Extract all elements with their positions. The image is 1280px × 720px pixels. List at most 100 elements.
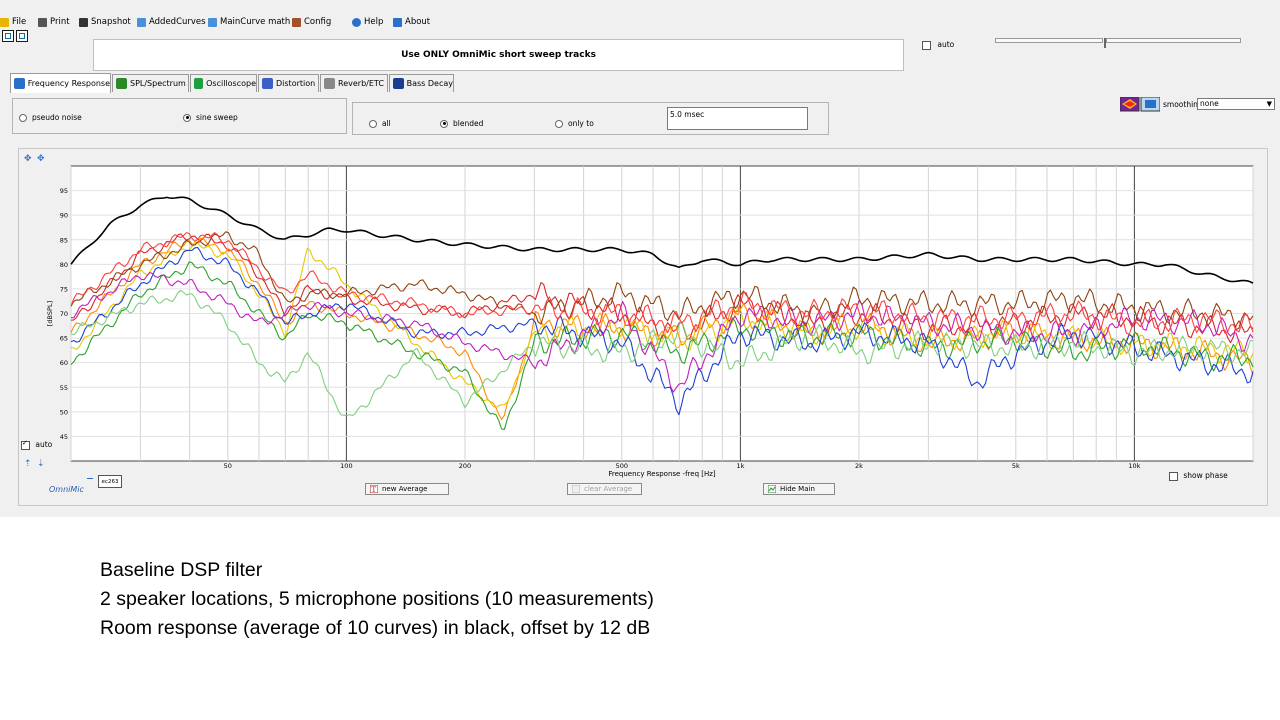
zoom-vertical-icon[interactable]: ✥ [24,154,32,164]
tab-label: Oscilloscope [206,79,256,88]
blended-radio[interactable]: blended [440,119,483,128]
x-tick-label: 100 [340,462,352,470]
sine-sweep-label: sine sweep [196,113,238,122]
folder-icon [0,17,9,27]
tab-spl-spectrum[interactable]: SPL/Spectrum [112,74,189,92]
checkbox-icon [1169,471,1178,481]
chevron-down-icon: ▼ [1266,100,1272,108]
tab-frequency-response[interactable]: Frequency Response [10,73,111,93]
menu-print[interactable]: Print [38,15,70,29]
spl-spectrum-icon [116,78,127,89]
pseudo-noise-radio[interactable]: pseudo noise [19,113,82,122]
play-toggle-button[interactable] [16,30,28,42]
msec-input[interactable]: 5.0 msec [667,107,808,130]
menu-label: MainCurve math [220,17,291,27]
oscilloscope-icon [194,78,204,89]
tab-label: SPL/Spectrum [130,79,186,88]
menu-label: Help [364,17,384,27]
menu-addedcurves[interactable]: AddedCurves [137,15,206,29]
tab-bass-decay[interactable]: Bass Decay [389,74,454,92]
auto-label: auto [937,40,955,49]
y-tick-label: 85 [60,236,68,244]
smoothing-label: smoothing [1163,100,1203,109]
bass-decay-icon [393,78,404,89]
chart-panel: 95 90 85 80 75 70 65 60 55 50 45 50 100 200 500 1k 2k 5k 1… [18,148,1268,506]
x-tick-label: 1k [736,462,744,470]
x-tick-label: 500 [616,462,628,470]
menu-maincurve-math[interactable]: MainCurve math [208,15,290,29]
color-palette-icon[interactable] [1120,97,1160,112]
measurement-curve-1 [70,233,1254,344]
frequency-response-plot[interactable]: 95 90 85 80 75 70 65 60 55 50 45 50 100 200 500 1k 2k 5k 1… [19,149,1267,505]
y-tick-label: 50 [60,408,68,416]
y-tick-label: 45 [60,433,68,441]
menu-about[interactable]: About [393,15,430,29]
menu-label: Config [304,17,332,27]
measurement-curve-9 [70,232,1254,335]
clear-average-button[interactable]: clear Average [567,483,642,495]
menu-bar: File Print Snapshot AddedCurves MainCurve ma… [0,14,1280,30]
pan-vertical-icon[interactable]: ✥ [37,154,45,164]
all-radio[interactable]: all [369,119,391,128]
blended-label: blended [453,119,484,128]
radio-selected-icon [440,119,448,128]
svg-text:T: T [372,486,377,493]
auto-checkbox-top[interactable]: auto [922,40,954,50]
only-to-label: only to [568,119,594,128]
y-tick-label: 90 [60,212,68,220]
tab-label: Reverb/ETC [338,79,384,88]
tab-oscilloscope[interactable]: Oscilloscope [190,74,257,92]
menu-help[interactable]: Help [352,15,383,29]
level-slider-left[interactable] [995,38,1103,43]
speech-bubble-icon [393,17,402,27]
show-phase-checkbox[interactable]: show phase [1169,471,1228,481]
hide-main-button[interactable]: Hide Main [763,483,835,495]
help-icon [352,17,361,27]
menu-file[interactable]: File [0,15,26,29]
x-tick-label: 10k [1128,462,1140,470]
msec-value: 5.0 msec [670,110,705,119]
scale-down-icon[interactable]: ⇣ [37,459,45,469]
tab-reverb-etc[interactable]: Reverb/ETC [320,74,388,92]
average-icon: T [370,485,378,493]
scale-up-icon[interactable]: ⇡ [24,459,32,469]
caption-line-1: Baseline DSP filter [100,559,263,581]
mic-serial: ec263 [101,478,119,485]
y-tick-label: 65 [60,335,68,343]
smoothing-select[interactable]: none ▼ [1197,98,1275,110]
menu-snapshot[interactable]: Snapshot [79,15,131,29]
reverb-icon [324,78,335,89]
only-to-radio[interactable]: only to [555,119,594,128]
measurement-curve-7 [70,231,1254,331]
printer-icon [38,17,47,27]
hide-main-label: Hide Main [780,485,815,493]
x-tick-label: 2k [855,462,863,470]
checkbox-icon [922,40,931,50]
checkbox-checked-icon [21,439,30,450]
auto-checkbox-plot[interactable]: auto [21,439,53,450]
view-toggle-button[interactable] [2,30,14,42]
mic-legend-line [87,478,93,479]
average-response-curve [70,196,1254,284]
measurement-curve-8 [70,289,1254,417]
level-slider-right[interactable] [1106,38,1241,43]
signal-type-group: pseudo noise sine sweep [12,98,347,134]
distortion-icon [262,78,273,89]
tab-label: Frequency Response [27,79,110,88]
clear-icon [572,485,580,493]
graph-icon [768,485,776,493]
show-phase-label: show phase [1183,471,1228,480]
y-tick-label: 80 [60,261,68,269]
plot-auto-label: auto [35,440,53,449]
sine-sweep-radio[interactable]: sine sweep [183,113,238,122]
smoothing-value: none [1200,99,1219,108]
tab-label: Distortion [276,79,316,88]
slider-thumb[interactable] [1104,38,1106,48]
all-label: all [382,119,391,128]
caption-line-2: 2 speaker locations, 5 microphone positi… [100,588,654,610]
omnimic-logo: OmniMic [49,485,84,494]
tab-distortion[interactable]: Distortion [258,74,319,92]
new-average-button[interactable]: T new Average [365,483,449,495]
menu-label: AddedCurves [149,17,206,27]
menu-config[interactable]: Config [292,15,331,29]
